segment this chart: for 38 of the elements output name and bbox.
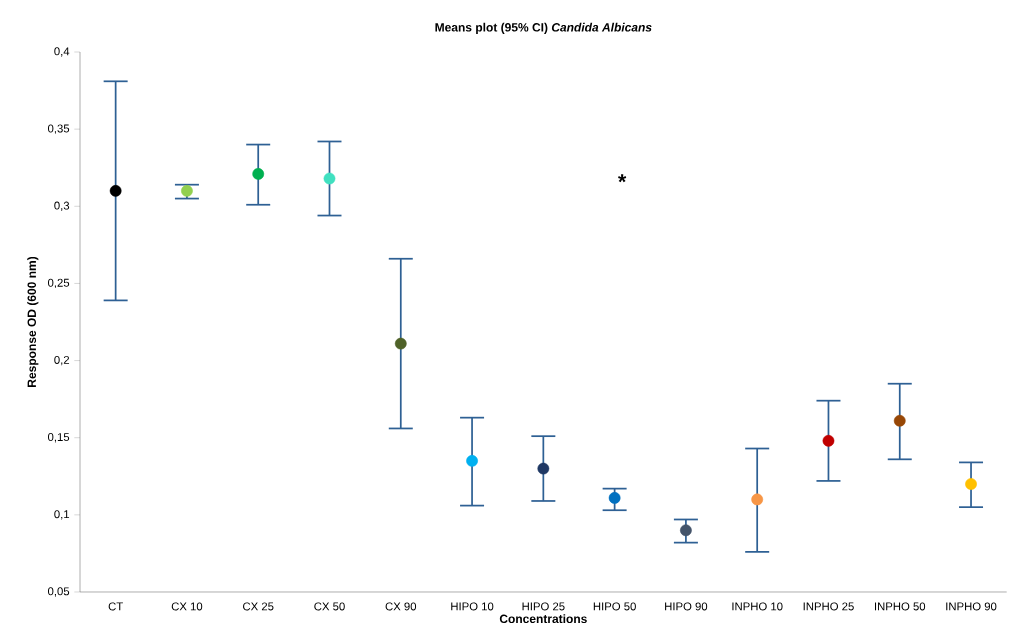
x-tick-label: CX 50	[314, 602, 345, 611]
x-tick-label: INPHO 50	[874, 602, 926, 611]
point	[109, 184, 122, 197]
y-tick-label: 0,3	[54, 201, 70, 211]
x-tick-label: CX 90	[385, 602, 417, 611]
point	[537, 462, 550, 475]
y-tick-label: 0,15	[47, 433, 70, 443]
x-tick-label: INPHO 90	[946, 602, 997, 611]
point	[822, 434, 835, 447]
y-tick-label: 0,4	[54, 47, 70, 57]
y-axis-title: Response OD (600 nm)	[27, 256, 39, 387]
point	[466, 454, 478, 467]
x-axis-title: Concentrations	[499, 614, 587, 624]
x-tick-label: HIPO 10	[451, 602, 494, 611]
point	[965, 478, 977, 490]
point	[394, 337, 407, 350]
x-tick-label: INPHO 25	[803, 602, 854, 611]
x-tick-label: CT	[108, 602, 123, 611]
x-tick-label: INPHO 10	[732, 602, 783, 611]
y-tick-label: 0,1	[54, 510, 70, 520]
x-tick-label: CX 10	[171, 602, 203, 611]
x-tick-label: CX 25	[243, 602, 274, 611]
x-tick-label: HIPO 25	[522, 602, 565, 611]
point	[323, 172, 336, 185]
annotation: *	[618, 174, 627, 183]
point	[608, 492, 621, 504]
point	[751, 493, 764, 506]
y-tick-label: 0,25	[47, 278, 70, 289]
x-tick-label: HIPO 90	[665, 602, 708, 611]
y-tick-label: 0,05	[47, 587, 70, 597]
chart-title: Means plot (95% CI) Candida Albicans	[435, 22, 652, 34]
x-tick-label: HIPO 50	[593, 602, 636, 611]
point	[680, 524, 692, 537]
point	[252, 168, 265, 180]
y-tick-label: 0,35	[47, 124, 70, 134]
y-tick-label: 0,2	[54, 355, 70, 366]
point	[181, 184, 193, 197]
point	[893, 414, 906, 427]
